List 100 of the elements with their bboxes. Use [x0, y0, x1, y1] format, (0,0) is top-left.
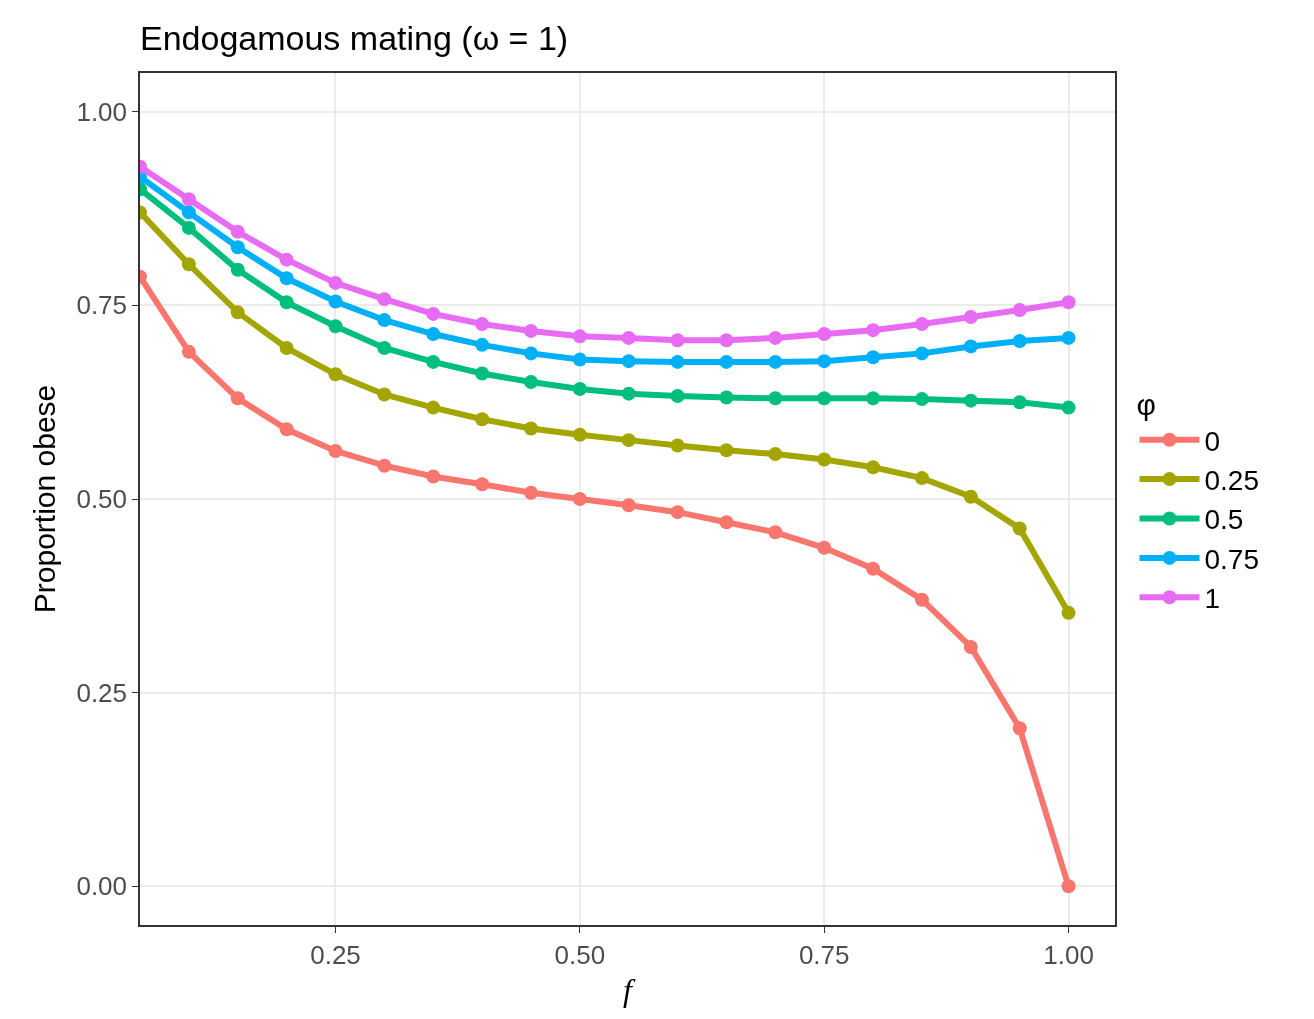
point — [328, 367, 343, 382]
point — [914, 392, 929, 407]
point — [719, 390, 734, 405]
x-tick-label: 1.00 — [1043, 939, 1094, 970]
y-tick-label: 0.50 — [76, 484, 128, 515]
y-tick-label: 0.75 — [76, 290, 128, 321]
point — [426, 400, 441, 415]
point — [670, 505, 685, 520]
y-tick-label: 0.00 — [76, 871, 128, 902]
point — [1061, 400, 1076, 415]
point — [523, 375, 538, 390]
point — [230, 240, 245, 255]
point — [181, 205, 196, 220]
point — [670, 354, 685, 369]
point — [621, 386, 636, 401]
point — [426, 469, 441, 484]
point — [572, 492, 587, 506]
point — [181, 220, 196, 235]
point — [572, 352, 587, 367]
point — [377, 387, 392, 402]
point — [866, 350, 881, 365]
point — [1012, 333, 1027, 348]
point — [768, 447, 783, 462]
point — [719, 515, 734, 530]
point — [328, 443, 343, 458]
point — [523, 421, 538, 436]
point — [426, 327, 441, 342]
point — [768, 391, 783, 406]
y-tick-label: 0.25 — [76, 677, 128, 708]
x-tick-label: 0.75 — [798, 939, 850, 970]
point — [963, 489, 978, 504]
point — [230, 305, 245, 320]
x-axis-title: f — [623, 972, 637, 1009]
point — [279, 252, 294, 267]
point — [523, 323, 538, 338]
y-axis-title: Proportion obese — [27, 384, 61, 614]
point — [230, 391, 245, 406]
point — [1061, 879, 1076, 894]
point — [963, 309, 978, 324]
point — [279, 340, 294, 355]
point — [817, 354, 832, 369]
point — [328, 275, 343, 290]
point — [768, 525, 783, 540]
point — [621, 498, 636, 513]
point — [279, 422, 294, 437]
point — [670, 333, 685, 348]
point — [181, 344, 196, 359]
point — [377, 292, 392, 307]
point — [475, 366, 490, 381]
point — [866, 391, 881, 406]
point — [621, 330, 636, 345]
point — [1012, 395, 1027, 410]
point — [475, 412, 490, 427]
point — [670, 388, 685, 403]
point — [181, 192, 196, 207]
point — [914, 346, 929, 361]
y-tick-label: 1.00 — [76, 96, 128, 127]
point — [1061, 605, 1076, 620]
point — [963, 393, 978, 408]
point — [181, 257, 196, 272]
legend-label: 0.5 — [1204, 504, 1244, 536]
point — [1012, 721, 1027, 736]
point — [572, 427, 587, 442]
point — [377, 313, 392, 328]
point — [523, 346, 538, 361]
point — [719, 354, 734, 369]
legend-label: 0 — [1204, 425, 1221, 457]
point — [279, 271, 294, 286]
legend-label: 0.25 — [1204, 465, 1259, 497]
x-tick-label: 0.50 — [554, 939, 606, 970]
point — [572, 382, 587, 396]
point — [377, 340, 392, 355]
legend-label: 1 — [1204, 583, 1221, 615]
point — [768, 330, 783, 345]
point — [328, 294, 343, 309]
point — [572, 329, 587, 344]
point — [914, 316, 929, 331]
point — [1012, 303, 1027, 317]
point — [475, 477, 490, 492]
point — [963, 339, 978, 354]
chart-title: Endogamous mating (ω = 1) — [140, 18, 569, 57]
point — [426, 354, 441, 369]
x-tick-label: 0.25 — [310, 939, 361, 970]
point — [426, 306, 441, 321]
point — [817, 452, 832, 467]
point — [621, 433, 636, 448]
point — [523, 485, 538, 500]
point — [621, 354, 636, 369]
point — [719, 443, 734, 458]
legend-title: φ — [1136, 388, 1156, 421]
point — [866, 561, 881, 576]
point — [817, 327, 832, 342]
point — [475, 316, 490, 331]
point — [377, 458, 392, 473]
legend-label: 0.75 — [1204, 543, 1259, 575]
point — [866, 460, 881, 475]
point — [230, 224, 245, 239]
point — [719, 333, 734, 348]
point — [768, 354, 783, 369]
point — [1012, 521, 1027, 536]
